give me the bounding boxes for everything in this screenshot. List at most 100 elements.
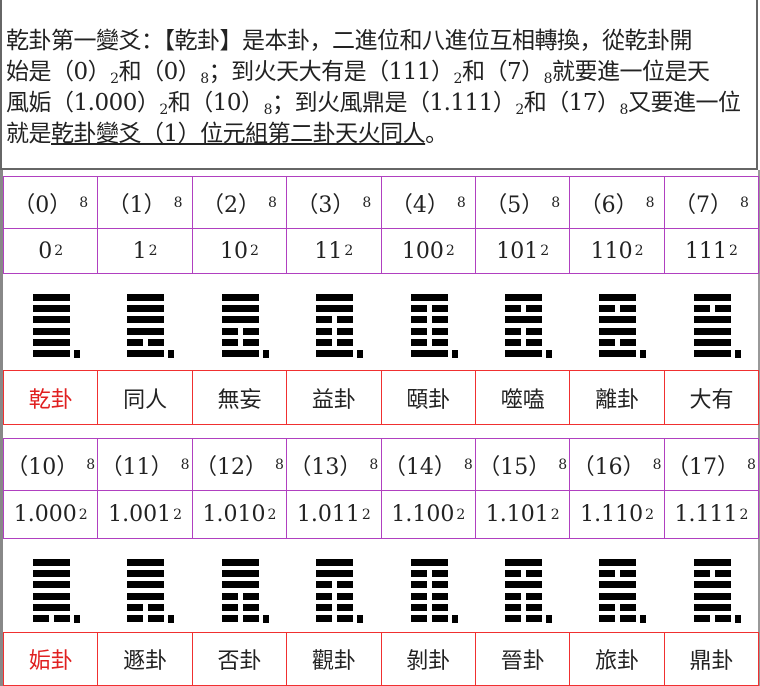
yin-line-segment bbox=[221, 592, 238, 600]
yang-line bbox=[599, 592, 637, 600]
hexagram-name: 離卦 bbox=[595, 387, 640, 413]
yang-line bbox=[316, 559, 354, 566]
yang-line bbox=[127, 570, 165, 578]
subscript: 8 bbox=[263, 102, 273, 118]
yang-line bbox=[410, 559, 448, 566]
yin-line-segment bbox=[505, 305, 521, 313]
octal-cell: （16） 8 bbox=[569, 438, 665, 491]
yin-line-segment bbox=[148, 338, 165, 346]
octal-cell: （3） 8 bbox=[286, 176, 382, 229]
binary-value: 110 bbox=[590, 238, 633, 264]
intro-text: ；到火天大有是（111） bbox=[208, 59, 454, 85]
hexagram-name-cell: 觀卦 bbox=[286, 632, 382, 686]
intro-line-1: 乾卦第一變爻：【乾卦】是本卦，二進位和八進位互相轉換，從乾卦開 bbox=[6, 28, 693, 54]
hexagram-name: 觀卦 bbox=[311, 649, 356, 674]
hexagram-name-cell: 噬嗑 bbox=[475, 370, 571, 425]
octal-value: （0） bbox=[13, 192, 72, 218]
yang-line bbox=[127, 581, 165, 589]
octal-value: （12） bbox=[195, 454, 268, 480]
dot-marker bbox=[546, 615, 552, 623]
hexagram-遯卦 bbox=[127, 559, 187, 634]
yin-line-segment bbox=[410, 327, 427, 335]
yin-line-segment bbox=[410, 581, 427, 589]
intro-paragraph: 乾卦第一變爻：【乾卦】是本卦，二進位和八進位互相轉換，從乾卦開 始是（0）2和（… bbox=[6, 26, 751, 150]
binary-cell: 1.110 2 bbox=[569, 490, 665, 539]
yang-line bbox=[221, 559, 259, 566]
hexagram-name-cell: 無妄 bbox=[191, 370, 288, 425]
yin-line-segment bbox=[337, 327, 354, 335]
yang-line bbox=[221, 305, 259, 313]
yang-line bbox=[127, 327, 165, 335]
yin-line-segment bbox=[431, 570, 448, 578]
yang-line bbox=[693, 581, 731, 589]
hexagram-name-cell: 否卦 bbox=[191, 632, 288, 686]
yang-line bbox=[693, 327, 731, 335]
hexagram-同人 bbox=[127, 294, 187, 369]
yang-line bbox=[33, 327, 70, 335]
binary-cell: 110 2 bbox=[569, 228, 665, 274]
yin-line-segment bbox=[410, 615, 427, 622]
yang-line bbox=[410, 294, 448, 301]
hexagram-name-cell: 乾卦 bbox=[3, 370, 99, 425]
dot-marker bbox=[640, 350, 647, 358]
octal-value: （1） bbox=[107, 192, 166, 218]
dot-marker bbox=[451, 615, 458, 623]
yin-line-segment bbox=[242, 615, 259, 622]
yin-line-segment bbox=[410, 305, 427, 313]
yang-line bbox=[221, 350, 259, 357]
octal-value: （15） bbox=[478, 454, 551, 480]
binary-cell: 1.010 2 bbox=[191, 490, 288, 539]
hexagram-name: 晉卦 bbox=[500, 649, 545, 674]
intro-text: 和（17） bbox=[523, 90, 620, 116]
binary-cell: 10 2 bbox=[191, 228, 288, 274]
yang-line bbox=[33, 350, 70, 357]
octal-value: （4） bbox=[390, 192, 449, 218]
hexagram-益卦 bbox=[316, 294, 376, 369]
hexagram-姤卦 bbox=[33, 559, 93, 634]
yin-line-segment bbox=[316, 581, 333, 589]
yang-line bbox=[693, 294, 731, 301]
yin-line-segment bbox=[337, 316, 354, 324]
yin-line-segment bbox=[431, 316, 448, 324]
yin-line-segment bbox=[599, 570, 616, 578]
yin-line-segment bbox=[505, 592, 521, 600]
yin-line-segment bbox=[54, 615, 70, 622]
intro-text: 就是 bbox=[6, 121, 52, 147]
yin-line-segment bbox=[526, 603, 542, 611]
hexagram-name: 益卦 bbox=[311, 387, 356, 413]
hexagram-乾卦 bbox=[33, 294, 93, 369]
binary-cell: 1.100 2 bbox=[380, 490, 476, 539]
yin-line-segment bbox=[526, 305, 542, 313]
frame-border bbox=[0, 170, 3, 686]
intro-text: 就要進一位是天 bbox=[552, 59, 710, 85]
octal-cell: （2） 8 bbox=[191, 176, 288, 229]
octal-cell: （10） 8 bbox=[3, 438, 99, 491]
octal-cell: （7） 8 bbox=[663, 176, 760, 229]
yin-line-segment bbox=[620, 570, 637, 578]
underlined-text: 乾卦變爻（1）位元組第二卦天火同人 bbox=[51, 121, 426, 147]
yang-line bbox=[505, 294, 542, 301]
yin-line-segment bbox=[316, 615, 333, 622]
hexagram-name: 剝卦 bbox=[406, 649, 451, 674]
yang-line bbox=[33, 581, 70, 589]
intro-text: 始是（0） bbox=[6, 59, 111, 85]
yin-line-segment bbox=[620, 305, 637, 313]
octal-value: （14） bbox=[383, 454, 456, 480]
hexagram-剝卦 bbox=[410, 559, 471, 634]
hexagram-name: 同人 bbox=[123, 387, 168, 413]
yang-line bbox=[599, 581, 637, 589]
yin-line-segment bbox=[431, 305, 448, 313]
yin-line-segment bbox=[431, 603, 448, 611]
binary-value: 101 bbox=[496, 238, 539, 264]
hexagram-旅卦 bbox=[599, 559, 659, 634]
yang-line bbox=[221, 294, 259, 301]
yin-line-segment bbox=[526, 615, 542, 622]
binary-value: 1.001 bbox=[108, 502, 172, 527]
hexagram-name: 遯卦 bbox=[123, 649, 168, 674]
binary-cell: 11 2 bbox=[286, 228, 382, 274]
octal-cell: （1） 8 bbox=[97, 176, 193, 229]
binary-value: 1.100 bbox=[391, 502, 455, 527]
dot-marker bbox=[357, 615, 364, 623]
yin-line-segment bbox=[127, 603, 144, 611]
